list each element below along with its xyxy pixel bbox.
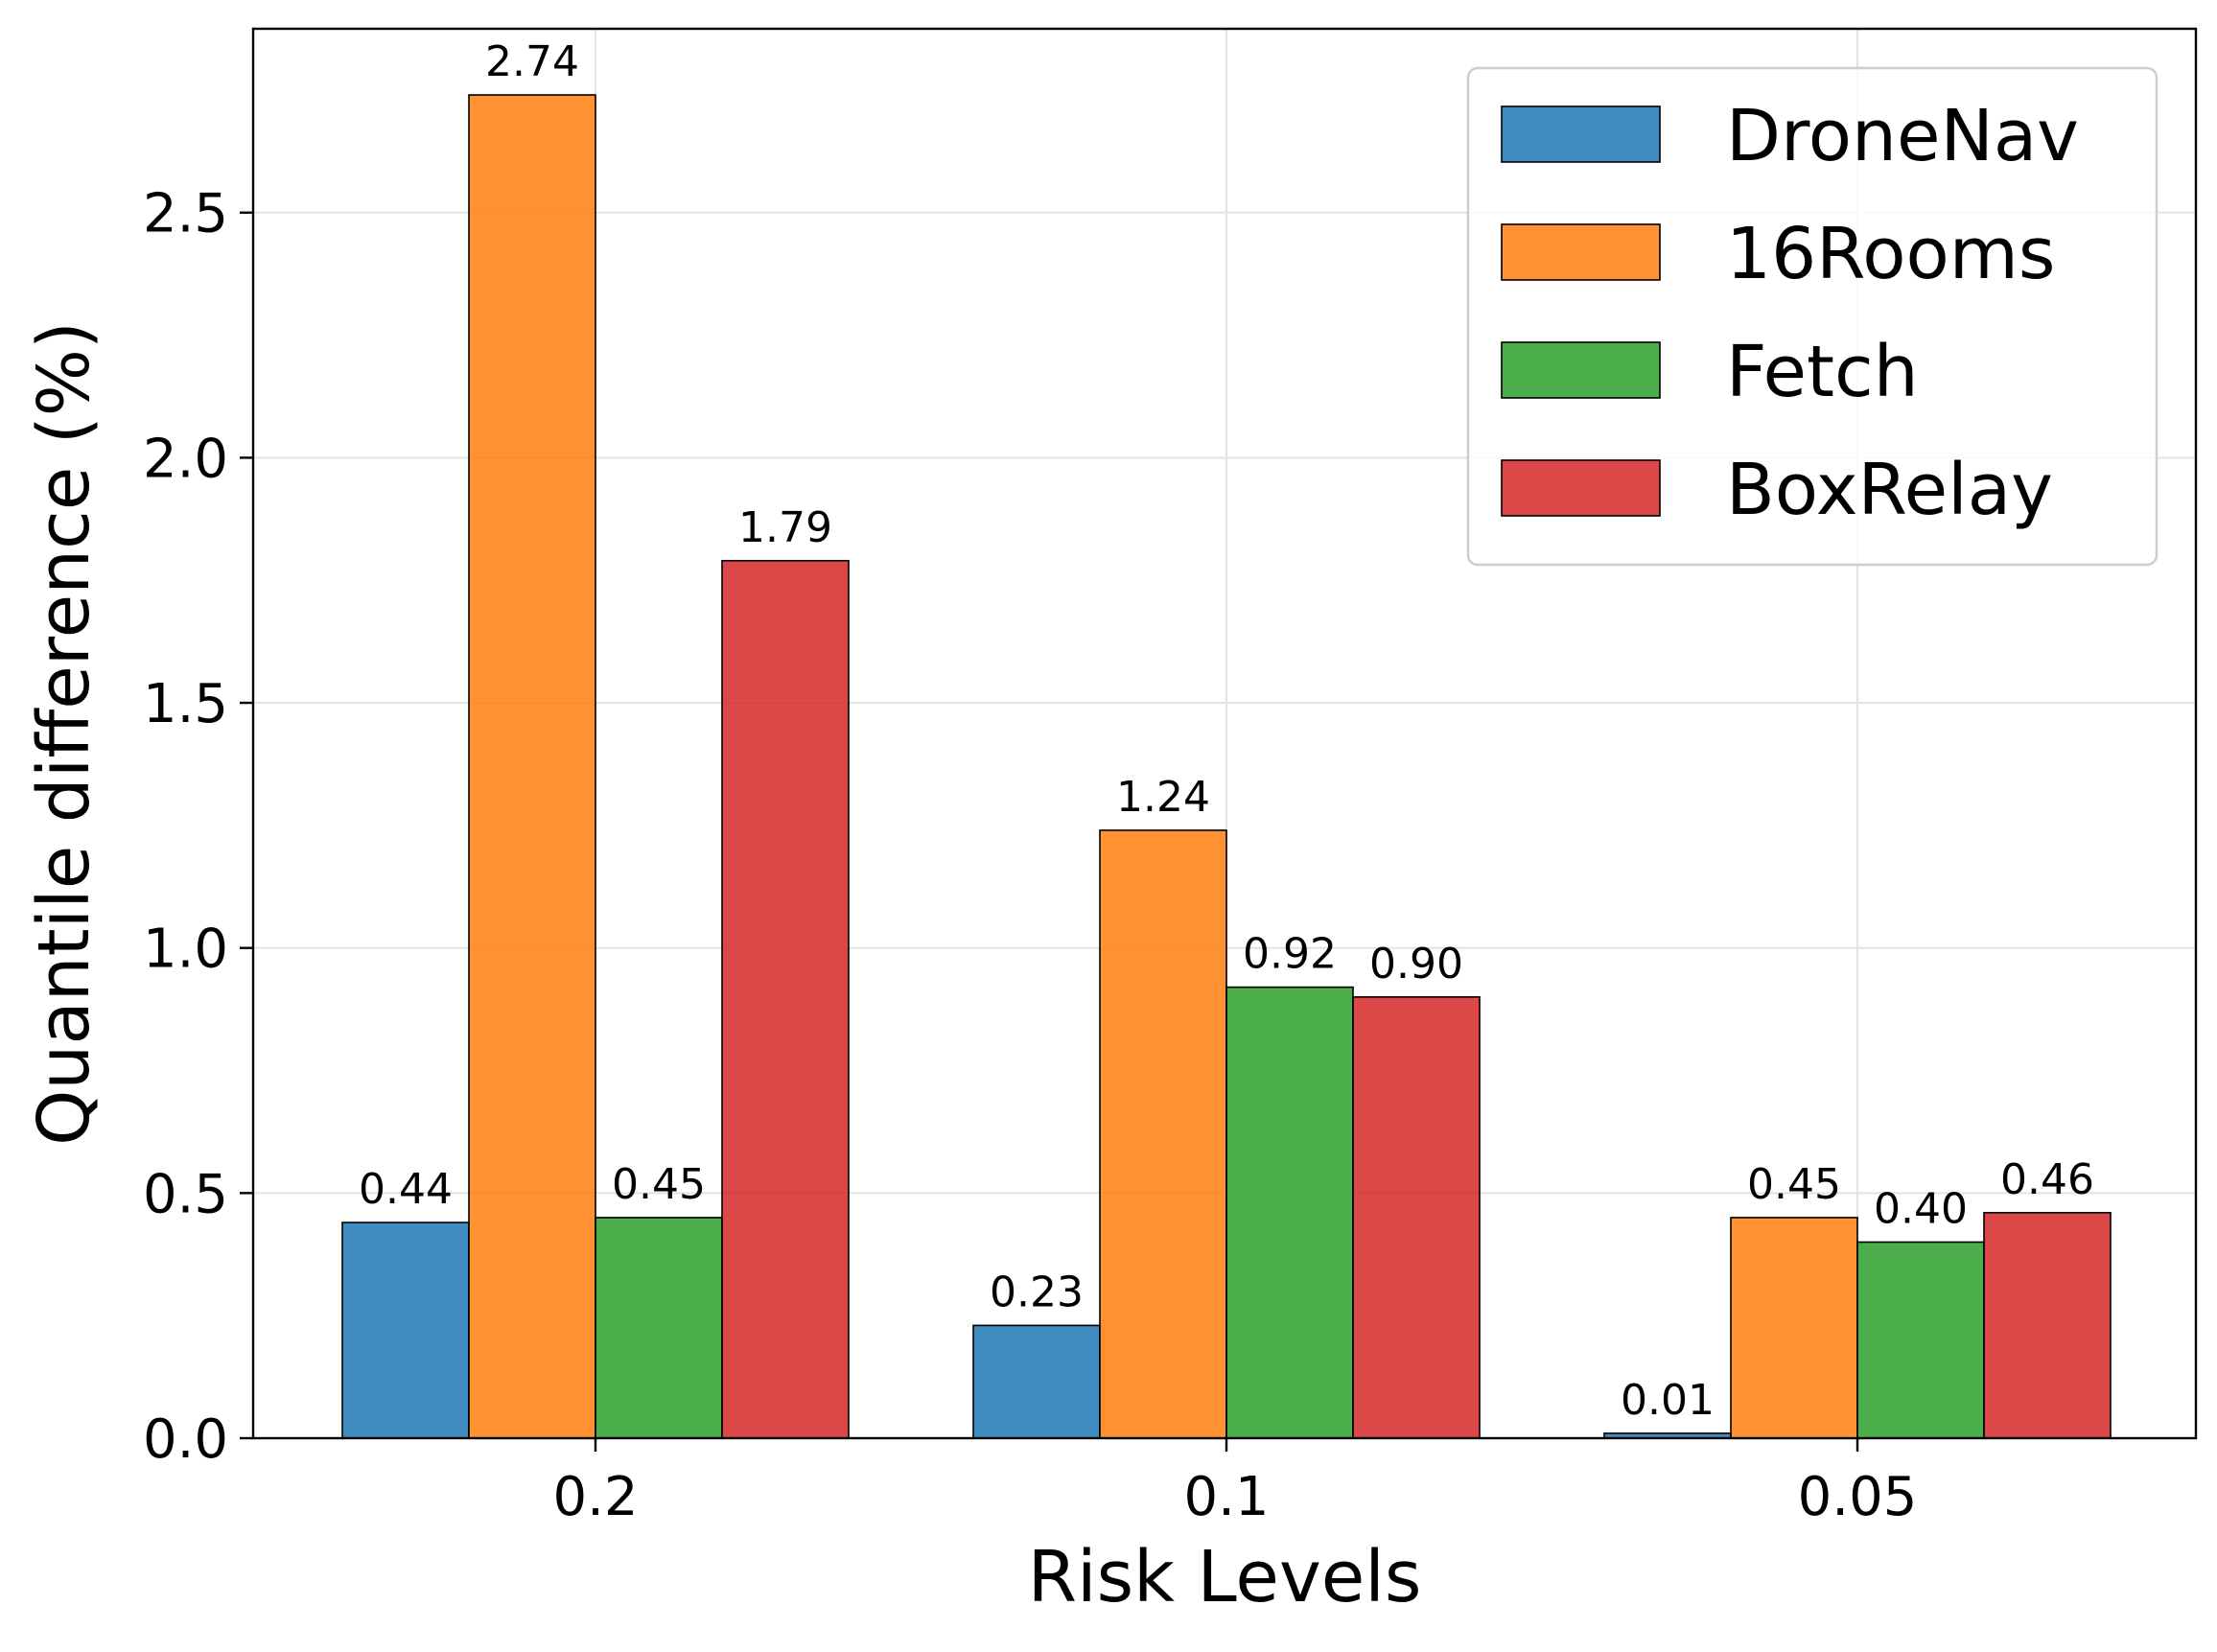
legend-swatch-fetch xyxy=(1501,341,1661,399)
y-tick-label: 1.5 xyxy=(143,673,228,735)
y-tick-label: 2.5 xyxy=(143,183,228,245)
data-label-fetch-2: 0.40 xyxy=(1874,1184,1968,1233)
legend-frame xyxy=(1466,66,2159,567)
data-label-boxrelay-0: 1.79 xyxy=(738,503,832,552)
bar-dronenav-0 xyxy=(341,1222,470,1439)
data-label-dronenav-0: 0.44 xyxy=(359,1165,453,1214)
y-axis-title: Quantile difference (%) xyxy=(23,321,105,1146)
bar-dronenav-1 xyxy=(972,1324,1101,1439)
y-tick-label: 0.0 xyxy=(143,1408,228,1471)
x-axis: 0.2 0.1 0.05 xyxy=(552,1438,1917,1528)
legend: DroneNav 16Rooms Fetch BoxRelay xyxy=(1466,66,2159,567)
data-label-16rooms-1: 1.24 xyxy=(1116,773,1210,822)
y-tick-label: 1.0 xyxy=(143,919,228,981)
data-label-boxrelay-1: 0.90 xyxy=(1369,940,1463,989)
x-tick-label: 0.05 xyxy=(1798,1466,1918,1528)
legend-label-boxrelay: BoxRelay xyxy=(1726,449,2053,531)
legend-swatch-boxrelay xyxy=(1501,459,1661,517)
bar-fetch-1 xyxy=(1225,986,1354,1439)
bar-fetch-0 xyxy=(595,1217,723,1439)
bar-16rooms-1 xyxy=(1099,829,1227,1439)
x-tick-label: 0.1 xyxy=(1183,1466,1269,1528)
plot-frame xyxy=(251,27,2198,1440)
data-label-boxrelay-2: 0.46 xyxy=(2000,1155,2094,1204)
data-label-dronenav-1: 0.23 xyxy=(990,1268,1084,1316)
bar-boxrelay-1 xyxy=(1352,996,1481,1439)
bars-layer xyxy=(341,94,2112,1439)
data-label-16rooms-2: 0.45 xyxy=(1747,1160,1841,1209)
data-label-dronenav-2: 0.01 xyxy=(1621,1376,1715,1425)
data-label-fetch-0: 0.45 xyxy=(612,1160,706,1209)
data-labels-layer: 0.44 0.23 0.01 2.74 1.24 0.45 0.45 0.92 0.40 1.79… xyxy=(359,37,2094,1425)
bar-boxrelay-0 xyxy=(721,559,850,1439)
legend-swatch-dronenav xyxy=(1501,105,1661,163)
legend-label-fetch: Fetch xyxy=(1726,331,1919,413)
y-axis: 0.0 0.5 1.0 1.5 2.0 2.5 xyxy=(143,183,253,1471)
y-tick-label: 0.5 xyxy=(143,1163,228,1225)
legend-swatch-16rooms xyxy=(1501,223,1661,281)
y-tick-label: 2.0 xyxy=(143,428,228,490)
data-label-fetch-1: 0.92 xyxy=(1243,930,1337,979)
x-axis-title: Risk Levels xyxy=(1028,1536,1422,1618)
legend-label-dronenav: DroneNav xyxy=(1726,95,2079,177)
x-tick-label: 0.2 xyxy=(552,1466,638,1528)
bar-fetch-2 xyxy=(1856,1241,1985,1439)
bar-16rooms-2 xyxy=(1730,1217,1858,1439)
bar-16rooms-0 xyxy=(468,94,596,1439)
bar-boxrelay-2 xyxy=(1983,1212,2112,1439)
legend-label-16rooms: 16Rooms xyxy=(1726,213,2055,295)
data-label-16rooms-0: 2.74 xyxy=(485,37,579,86)
